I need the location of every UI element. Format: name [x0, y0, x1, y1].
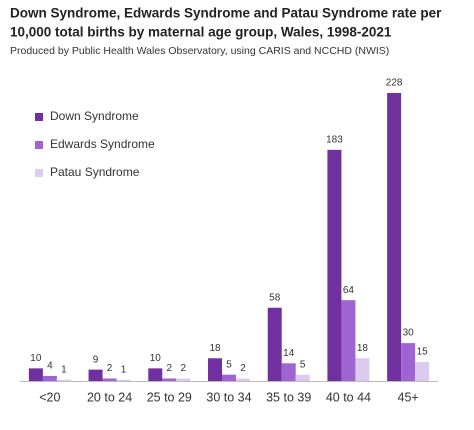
- bar: [341, 300, 356, 381]
- bar: [281, 363, 296, 381]
- x-tick-label: 20 to 24: [87, 390, 132, 404]
- data-label: 58: [269, 292, 281, 303]
- bar: [176, 378, 191, 381]
- bar: [42, 375, 57, 381]
- x-tick-label: 25 to 29: [147, 390, 192, 404]
- data-label: 2: [181, 363, 187, 374]
- bar: [355, 358, 370, 381]
- bar: [387, 93, 402, 381]
- data-label: 2: [240, 363, 246, 374]
- bar: [401, 343, 416, 381]
- bar: [102, 378, 117, 381]
- data-label: 1: [61, 364, 67, 375]
- bar: [148, 368, 163, 381]
- data-label: 9: [93, 354, 99, 365]
- x-tick-label: 45+: [398, 390, 419, 404]
- data-label: 1: [121, 364, 127, 375]
- data-label: 18: [209, 343, 221, 354]
- data-label: 2: [107, 363, 113, 374]
- bar: [295, 374, 310, 381]
- x-tick-label: 30 to 34: [206, 390, 251, 404]
- data-label: 64: [343, 285, 355, 296]
- bar: [415, 362, 430, 381]
- data-label: 18: [357, 343, 369, 354]
- legend-label: Edwards Syndrome: [50, 137, 155, 151]
- data-label: 5: [226, 359, 232, 370]
- chart-subtitle: Produced by Public Health Wales Observat…: [10, 45, 389, 57]
- data-label: 228: [386, 78, 403, 89]
- bar: [208, 358, 222, 381]
- legend-swatch: [35, 169, 43, 177]
- bar: [162, 378, 177, 381]
- bar: [236, 378, 250, 381]
- legend-label: Patau Syndrome: [50, 165, 140, 179]
- data-label: 15: [417, 347, 429, 358]
- chart-title: Down Syndrome, Edwards Syndrome and Pata…: [10, 6, 442, 21]
- x-tick-label: 40 to 44: [326, 390, 371, 404]
- data-label: 30: [403, 328, 415, 339]
- bar: [28, 368, 43, 381]
- bar: [88, 369, 103, 381]
- legend-label: Down Syndrome: [50, 109, 139, 123]
- data-label: 10: [30, 353, 42, 364]
- data-label: 14: [283, 348, 295, 359]
- bar: [56, 379, 71, 381]
- data-label: 2: [167, 363, 173, 374]
- legend-swatch: [35, 113, 43, 121]
- chart-title: 10,000 total births by maternal age grou…: [10, 25, 392, 40]
- bar: [116, 379, 131, 381]
- data-label: 10: [150, 353, 162, 364]
- bar: [327, 149, 342, 381]
- x-tick-label: 35 to 39: [266, 390, 311, 404]
- bar: [222, 374, 236, 381]
- data-label: 4: [47, 361, 53, 372]
- legend-swatch: [35, 141, 43, 149]
- data-label: 5: [300, 359, 306, 370]
- x-tick-label: <20: [39, 390, 60, 404]
- bar: [267, 307, 282, 381]
- data-label: 183: [326, 134, 343, 145]
